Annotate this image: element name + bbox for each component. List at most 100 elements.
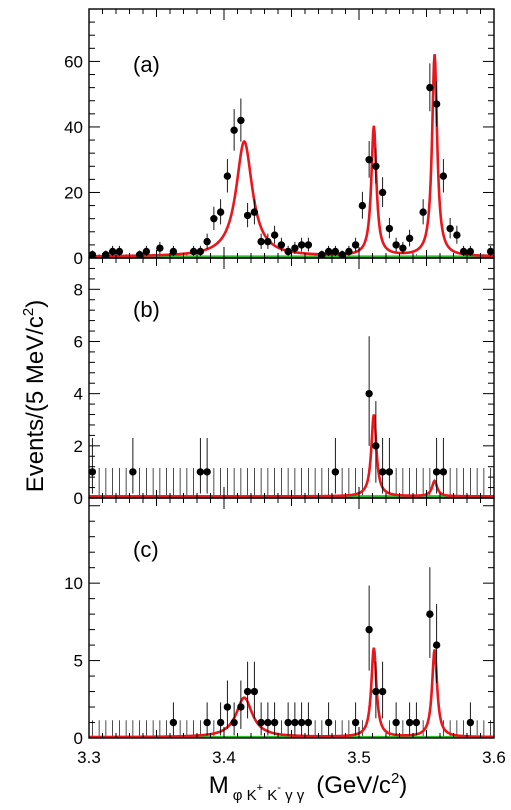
x-tick-label: 3.6 <box>482 748 506 767</box>
data-points <box>169 567 475 736</box>
panel-c: 0 5 10 (c) <box>64 497 495 748</box>
data-point <box>210 214 218 223</box>
x-title-charge: - <box>277 782 281 794</box>
data-point <box>270 231 279 239</box>
data-point <box>446 224 454 233</box>
data-point <box>243 211 252 220</box>
data-point <box>318 251 326 259</box>
data-point <box>365 625 373 634</box>
chart-panels: 0 20 40 60 (a) 0 2 4 6 8 (b) 0 5 10 (c) <box>64 8 495 748</box>
panel-b: 0 2 4 6 8 (b) <box>74 257 495 508</box>
data-point <box>270 718 279 727</box>
x-title-main: M <box>209 772 229 799</box>
data-point <box>135 251 144 259</box>
data-point <box>264 718 272 727</box>
y-tick-label: 5 <box>74 652 83 671</box>
data-point <box>331 468 340 476</box>
data-point <box>345 247 353 256</box>
data-point <box>372 687 380 696</box>
data-point <box>108 247 117 256</box>
data-point <box>439 468 448 476</box>
x-title-subscript: K <box>263 787 277 804</box>
y-title-sup: 2 <box>20 308 37 316</box>
total-fit-curve <box>89 54 495 258</box>
data-point <box>196 247 205 256</box>
data-point <box>466 247 475 256</box>
data-point <box>142 247 151 256</box>
data-point <box>88 468 97 476</box>
data-point <box>230 718 238 727</box>
y-tick-label: 20 <box>64 183 83 202</box>
panel-frame <box>88 497 495 739</box>
x-title-subscript: φ K <box>233 787 257 804</box>
panel-frame <box>88 257 495 499</box>
data-point <box>426 83 434 92</box>
data-point <box>264 237 272 246</box>
data-point <box>385 468 394 476</box>
data-point <box>351 241 360 249</box>
y-tick-label: 60 <box>64 52 83 71</box>
x-tick-label: 3.4 <box>212 748 236 767</box>
x-title-unit-sup: 2 <box>391 770 399 787</box>
y-tick-label: 0 <box>74 489 83 508</box>
data-point <box>392 718 400 727</box>
data-point <box>466 718 475 727</box>
data-point <box>223 172 232 180</box>
data-point <box>439 172 448 180</box>
x-tick-label: 3.3 <box>77 748 101 767</box>
data-point <box>432 468 441 476</box>
data-point <box>324 718 333 727</box>
data-point <box>216 718 225 727</box>
data-point <box>426 610 434 618</box>
data-point <box>257 718 265 727</box>
data-point <box>203 468 211 476</box>
y-tick-label: 2 <box>74 437 83 456</box>
panel-label: (a) <box>133 52 160 77</box>
y-tick-label: 40 <box>64 118 83 137</box>
data-point <box>432 100 441 108</box>
data-point <box>351 718 360 727</box>
data-point <box>291 244 299 252</box>
data-point <box>169 247 178 256</box>
data-point <box>102 251 110 259</box>
y-tick-label: 10 <box>64 574 83 593</box>
data-point <box>223 703 232 711</box>
data-point <box>405 234 414 243</box>
data-point <box>129 468 137 476</box>
data-point <box>453 231 461 239</box>
y-axis-title: Events/(5 MeV/c2) <box>20 300 49 492</box>
data-point <box>291 718 299 727</box>
x-tick-label: 3.5 <box>347 748 371 767</box>
y-title-close: ) <box>22 300 49 308</box>
y-tick-label: 8 <box>74 280 83 299</box>
x-title-unit: (GeV/c <box>316 772 391 799</box>
y-title-main: Events/(5 MeV/c <box>22 316 49 492</box>
panel-label: (c) <box>133 537 159 562</box>
data-point <box>230 126 238 134</box>
data-point <box>432 641 441 649</box>
data-point <box>297 718 306 727</box>
data-point <box>277 241 286 249</box>
data-point <box>237 116 245 125</box>
x-title-unit-close: ) <box>399 772 407 799</box>
data-point <box>392 241 400 249</box>
panel-label: (b) <box>133 297 160 322</box>
data-point <box>297 241 306 249</box>
data-point <box>196 468 205 476</box>
data-point <box>284 247 292 256</box>
data-point <box>216 208 225 216</box>
panel-a: 0 20 40 60 (a) <box>64 8 495 268</box>
y-tick-label: 4 <box>74 385 83 404</box>
total-fit-curve <box>89 414 494 498</box>
data-point <box>358 201 367 210</box>
x-title-subscript: γ γ <box>281 787 305 804</box>
data-point <box>338 251 346 259</box>
data-point <box>331 247 340 256</box>
data-point <box>203 237 211 246</box>
data-point <box>372 442 380 450</box>
data-point <box>399 244 407 252</box>
data-point <box>304 241 313 249</box>
data-points <box>88 63 495 259</box>
data-point <box>257 237 265 246</box>
